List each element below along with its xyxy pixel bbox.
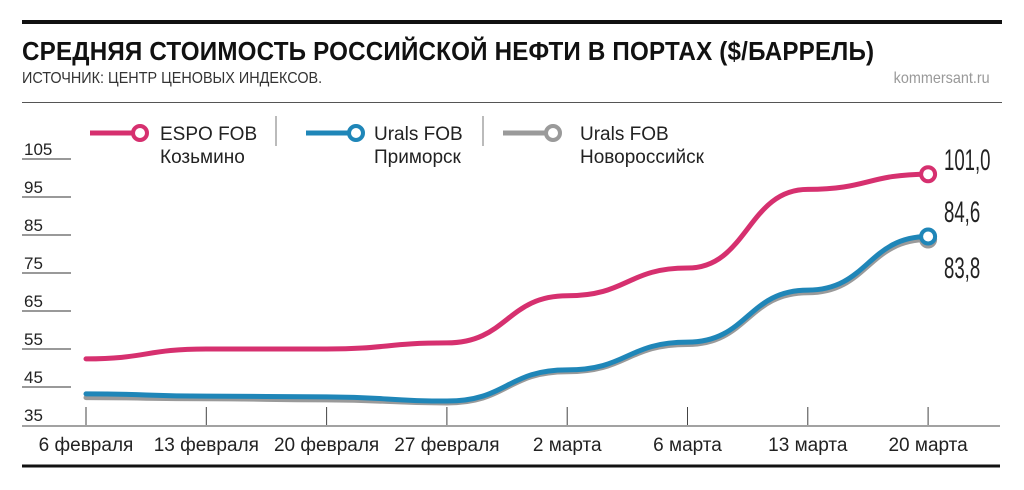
y-tick-label: 95 <box>24 178 43 197</box>
x-tick-label: 13 февраля <box>154 435 259 456</box>
legend-label: ESPO FOB <box>160 124 257 145</box>
chart-source: ИСТОЧНИК: ЦЕНТР ЦЕНОВЫХ ИНДЕКСОВ. <box>22 70 323 87</box>
legend-sublabel: Новороссийск <box>580 147 705 168</box>
legend-sublabel: Козьмино <box>160 147 245 168</box>
x-tick-label: 6 марта <box>653 435 722 456</box>
x-tick-label: 20 марта <box>888 435 968 456</box>
y-tick-label: 65 <box>24 292 43 311</box>
x-tick-label: 27 февраля <box>394 435 499 456</box>
end-value-label: 83,8 <box>944 252 980 286</box>
x-tick-label: 2 марта <box>533 435 602 456</box>
series-line-1 <box>83 234 931 404</box>
y-tick-label: 55 <box>24 330 43 349</box>
top-rule <box>22 20 1002 24</box>
legend-label: Urals FOB <box>580 124 669 145</box>
y-tick-label: 45 <box>24 368 43 387</box>
end-value-label: 101,0 <box>944 144 991 178</box>
legend-marker <box>347 124 365 142</box>
y-tick-label: 35 <box>24 406 43 425</box>
series-end-marker-1 <box>919 227 938 246</box>
chart-title: СРЕДНЯЯ СТОИМОСТЬ РОССИЙСКОЙ НЕФТИ В ПОР… <box>22 36 875 66</box>
legend-marker <box>131 124 149 142</box>
y-tick-label: 105 <box>24 140 52 159</box>
site-credit: kommersant.ru <box>893 70 990 87</box>
legend-sublabel: Приморск <box>374 147 462 168</box>
x-tick-label: 13 марта <box>768 435 848 456</box>
x-tick-label: 20 февраля <box>274 435 379 456</box>
legend-label: Urals FOB <box>374 124 463 145</box>
end-value-label: 84,6 <box>944 196 980 230</box>
header-rule <box>22 102 1002 103</box>
y-tick-label: 75 <box>24 254 43 273</box>
series-line-0 <box>83 171 931 362</box>
series-end-marker-0 <box>919 165 938 184</box>
y-tick-label: 85 <box>24 216 43 235</box>
legend-marker <box>544 124 562 142</box>
x-tick-label: 6 февраля <box>39 435 134 456</box>
